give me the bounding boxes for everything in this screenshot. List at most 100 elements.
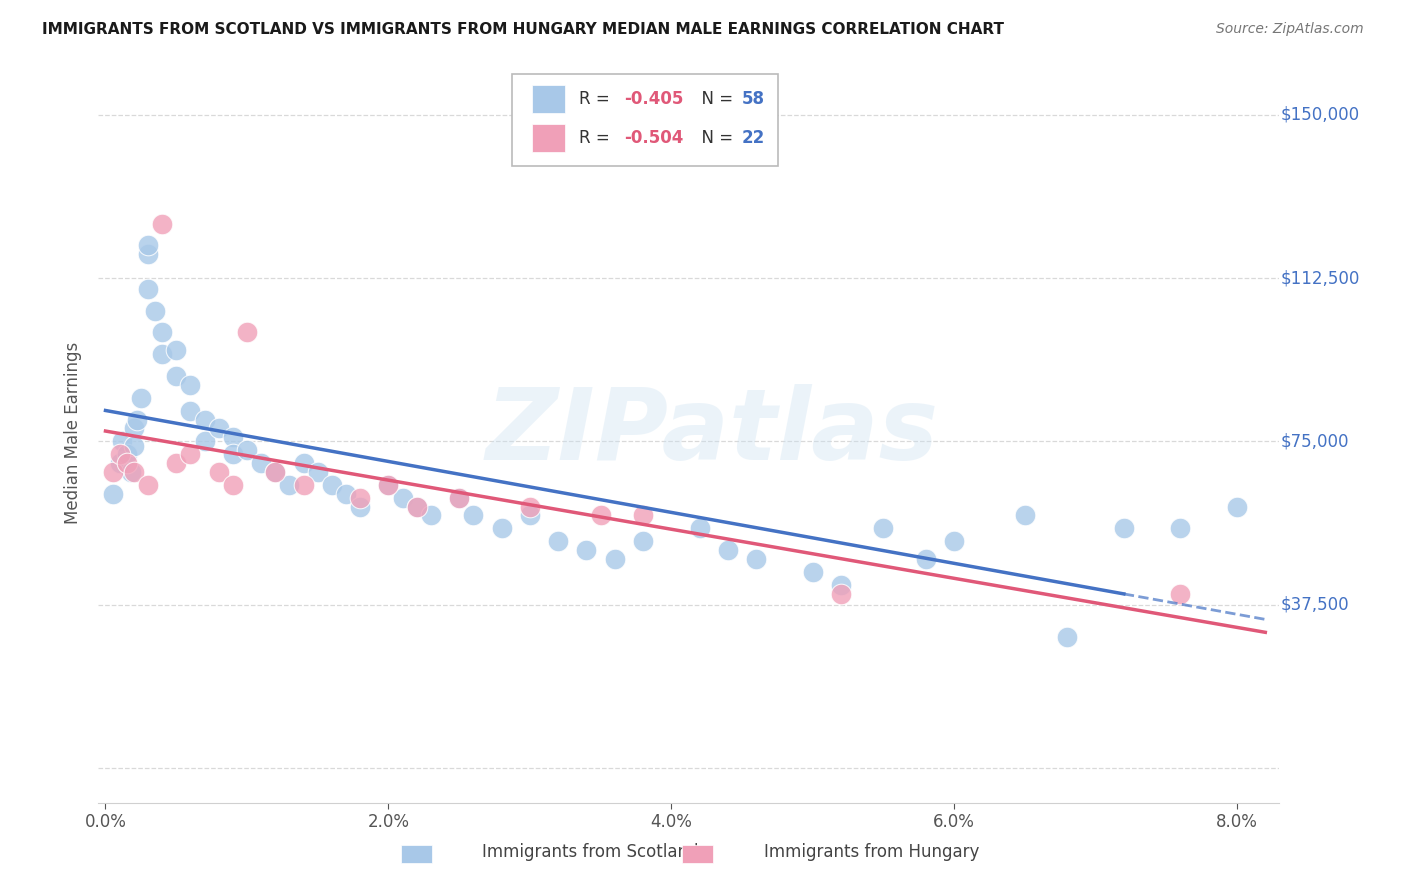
Point (150, 347, 173, 361)
Text: -0.405: -0.405 (624, 90, 683, 108)
Point (349, 500, 371, 514)
Point (321, 478, 343, 492)
Point (136, 247, 159, 261)
Text: -0.504: -0.504 (624, 129, 683, 147)
Point (115, 456, 138, 470)
Point (1170, 587, 1192, 601)
Point (179, 404, 201, 418)
Point (193, 412, 215, 426)
Text: $112,500: $112,500 (1281, 269, 1360, 287)
Y-axis label: Median Male Earnings: Median Male Earnings (65, 342, 83, 524)
Point (519, 508, 541, 523)
Text: Immigrants from Scotland: Immigrants from Scotland (482, 843, 699, 861)
Point (193, 434, 215, 449)
Point (943, 534, 966, 549)
Point (519, 500, 541, 514)
Point (264, 465, 287, 479)
Point (377, 478, 399, 492)
Text: 58: 58 (742, 90, 765, 108)
Point (689, 521, 711, 535)
Text: R =: R = (579, 90, 614, 108)
Point (129, 391, 152, 405)
Point (335, 486, 357, 500)
Bar (531, 124, 565, 153)
Point (292, 478, 315, 492)
Point (491, 521, 513, 535)
Point (111, 434, 134, 449)
Point (1014, 508, 1036, 523)
Point (405, 500, 427, 514)
Point (547, 534, 569, 549)
Point (830, 578, 852, 592)
Point (136, 282, 159, 296)
Point (603, 552, 626, 566)
Text: $37,500: $37,500 (1281, 596, 1350, 614)
Point (222, 430, 245, 444)
Point (419, 508, 441, 523)
Point (150, 326, 173, 340)
Point (179, 377, 201, 392)
Point (292, 456, 315, 470)
Point (631, 508, 654, 523)
Point (405, 500, 427, 514)
Point (101, 486, 124, 500)
Point (915, 552, 938, 566)
Point (575, 543, 598, 558)
Point (136, 478, 159, 492)
Text: Immigrants from Hungary: Immigrants from Hungary (763, 843, 980, 861)
Point (122, 421, 145, 435)
Point (801, 565, 824, 579)
Text: ZIPatlas: ZIPatlas (486, 384, 939, 481)
Point (236, 443, 259, 458)
Point (136, 238, 159, 252)
Text: Source: ZipAtlas.com: Source: ZipAtlas.com (1216, 22, 1364, 37)
Point (115, 447, 138, 461)
Point (250, 456, 273, 470)
Text: R =: R = (579, 129, 614, 147)
Text: $75,000: $75,000 (1281, 433, 1350, 450)
Point (449, 491, 471, 505)
Point (120, 465, 142, 479)
Point (1056, 630, 1078, 644)
Point (745, 552, 768, 566)
Point (150, 217, 173, 231)
Point (122, 439, 145, 453)
Point (222, 447, 245, 461)
Point (717, 543, 740, 558)
Point (208, 421, 231, 435)
Point (872, 521, 894, 535)
Point (1170, 521, 1192, 535)
Point (264, 465, 287, 479)
Point (589, 508, 612, 523)
Point (449, 491, 471, 505)
Point (463, 508, 485, 523)
Point (377, 478, 399, 492)
Point (830, 587, 852, 601)
Point (125, 412, 148, 426)
Point (391, 491, 413, 505)
Point (236, 326, 259, 340)
Point (143, 303, 166, 318)
Point (165, 369, 187, 384)
Point (122, 465, 145, 479)
FancyBboxPatch shape (512, 73, 778, 166)
Text: IMMIGRANTS FROM SCOTLAND VS IMMIGRANTS FROM HUNGARY MEDIAN MALE EARNINGS CORRELA: IMMIGRANTS FROM SCOTLAND VS IMMIGRANTS F… (42, 22, 1004, 37)
Text: 22: 22 (742, 129, 765, 147)
Text: N =: N = (692, 129, 738, 147)
Point (222, 478, 245, 492)
Point (349, 491, 371, 505)
Text: $150,000: $150,000 (1281, 105, 1360, 124)
Text: N =: N = (692, 90, 738, 108)
Point (101, 465, 124, 479)
Point (1112, 521, 1135, 535)
Point (278, 478, 301, 492)
Point (179, 447, 201, 461)
Point (631, 534, 654, 549)
Point (108, 456, 131, 470)
Bar (531, 85, 565, 113)
Point (1226, 500, 1249, 514)
Point (108, 447, 131, 461)
Point (208, 465, 231, 479)
Point (165, 456, 187, 470)
Point (307, 465, 329, 479)
